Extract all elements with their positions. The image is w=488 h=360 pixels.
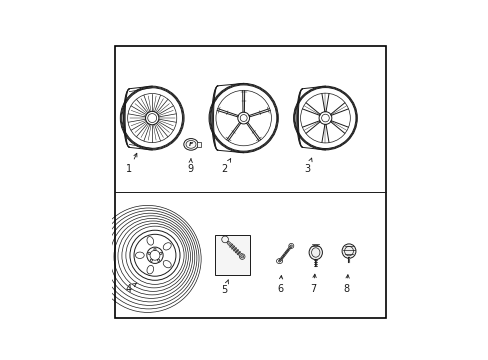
- Text: 3: 3: [304, 158, 311, 174]
- Circle shape: [239, 254, 244, 259]
- Ellipse shape: [342, 244, 355, 258]
- Text: F: F: [188, 142, 193, 147]
- Ellipse shape: [183, 139, 198, 150]
- Text: 6: 6: [277, 276, 283, 293]
- Bar: [197, 142, 201, 147]
- Text: 9: 9: [187, 159, 193, 174]
- Text: 5: 5: [221, 280, 228, 296]
- Text: 8: 8: [343, 275, 349, 293]
- Text: 7: 7: [310, 274, 316, 293]
- FancyBboxPatch shape: [215, 235, 249, 275]
- Ellipse shape: [308, 245, 322, 260]
- Text: 4: 4: [125, 283, 137, 293]
- Text: 1: 1: [126, 153, 137, 174]
- Text: 2: 2: [221, 159, 230, 174]
